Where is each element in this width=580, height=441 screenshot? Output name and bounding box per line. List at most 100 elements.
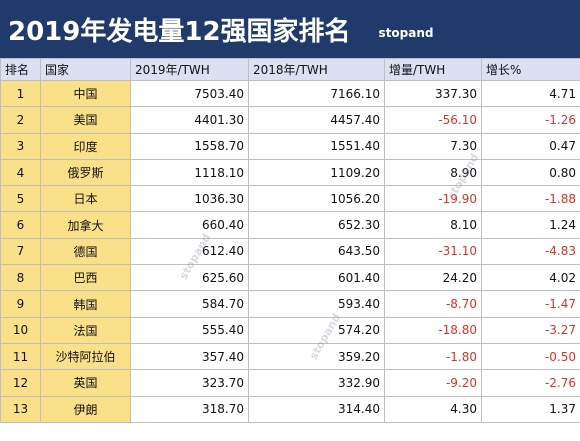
country-cell[interactable]: 印度: [40, 132, 131, 160]
value-2018-cell[interactable]: 601.40: [248, 264, 385, 292]
value-2019-cell[interactable]: 318.70: [130, 395, 249, 423]
growth-cell[interactable]: -2.76: [481, 369, 580, 397]
value-2018-cell[interactable]: 1056.20: [248, 185, 385, 213]
brand-label: stopand: [378, 26, 434, 40]
rank-cell[interactable]: 6: [0, 211, 41, 239]
growth-cell[interactable]: -3.27: [481, 316, 580, 344]
table-row: 7 德国 612.40 643.50 -31.10 -4.83: [0, 237, 580, 266]
value-2018-cell[interactable]: 652.30: [248, 211, 385, 239]
rank-cell[interactable]: 11: [0, 342, 41, 371]
rank-cell[interactable]: 3: [0, 132, 41, 160]
delta-cell[interactable]: 337.30: [384, 79, 482, 108]
table-row: 13 伊朗 318.70 314.40 4.30 1.37: [0, 395, 580, 423]
delta-cell[interactable]: -31.10: [384, 237, 482, 266]
value-2019-cell[interactable]: 7503.40: [130, 79, 249, 108]
growth-cell[interactable]: -1.47: [481, 290, 580, 318]
delta-cell[interactable]: 4.30: [384, 395, 482, 423]
growth-cell[interactable]: 1.37: [481, 395, 580, 423]
delta-cell[interactable]: 8.90: [384, 158, 482, 187]
growth-cell[interactable]: 4.02: [481, 264, 580, 292]
rank-cell[interactable]: 12: [0, 369, 41, 397]
delta-cell[interactable]: 24.20: [384, 264, 482, 292]
rank-cell[interactable]: 8: [0, 264, 41, 292]
value-2018-cell[interactable]: 7166.10: [248, 79, 385, 108]
table-row: 5 日本 1036.30 1056.20 -19.90 -1.88: [0, 185, 580, 213]
page-title: 2019年发电量12强国家排名: [8, 16, 351, 47]
value-2018-cell[interactable]: 4457.40: [248, 106, 385, 134]
value-2018-cell[interactable]: 643.50: [248, 237, 385, 266]
delta-cell[interactable]: -1.80: [384, 342, 482, 371]
growth-cell[interactable]: 4.71: [481, 79, 580, 108]
country-cell[interactable]: 巴西: [40, 264, 131, 292]
country-cell[interactable]: 沙特阿拉伯: [40, 342, 131, 371]
delta-cell[interactable]: 7.30: [384, 132, 482, 160]
value-2018-cell[interactable]: 332.90: [248, 369, 385, 397]
growth-cell[interactable]: 0.80: [481, 158, 580, 187]
growth-cell[interactable]: 0.47: [481, 132, 580, 160]
delta-cell[interactable]: -56.10: [384, 106, 482, 134]
value-2019-cell[interactable]: 584.70: [130, 290, 249, 318]
growth-cell[interactable]: -0.50: [481, 342, 580, 371]
growth-cell[interactable]: 1.24: [481, 211, 580, 239]
value-2019-cell[interactable]: 357.40: [130, 342, 249, 371]
table-row: 1 中国 7503.40 7166.10 337.30 4.71: [0, 79, 580, 108]
value-2019-cell[interactable]: 555.40: [130, 316, 249, 344]
table-body: 1 中国 7503.40 7166.10 337.30 4.71 2 美国 4401.30 445…: [0, 79, 580, 423]
growth-cell[interactable]: -1.88: [481, 185, 580, 213]
delta-cell[interactable]: 8.10: [384, 211, 482, 239]
column-header-growth[interactable]: 增长%: [481, 58, 580, 81]
country-cell[interactable]: 美国: [40, 106, 131, 134]
column-header-delta[interactable]: 增量/TWH: [384, 58, 482, 81]
country-cell[interactable]: 德国: [40, 237, 131, 266]
value-2019-cell[interactable]: 612.40: [130, 237, 249, 266]
rank-cell[interactable]: 1: [0, 79, 41, 108]
delta-cell[interactable]: -9.20: [384, 369, 482, 397]
country-cell[interactable]: 加拿大: [40, 211, 131, 239]
value-2018-cell[interactable]: 593.40: [248, 290, 385, 318]
column-header-2019[interactable]: 2019年/TWH: [130, 58, 249, 81]
value-2019-cell[interactable]: 1118.10: [130, 158, 249, 187]
delta-cell[interactable]: -19.90: [384, 185, 482, 213]
delta-cell[interactable]: -8.70: [384, 290, 482, 318]
value-2019-cell[interactable]: 1036.30: [130, 185, 249, 213]
country-cell[interactable]: 英国: [40, 369, 131, 397]
rank-cell[interactable]: 13: [0, 395, 41, 423]
value-2019-cell[interactable]: 323.70: [130, 369, 249, 397]
country-cell[interactable]: 韩国: [40, 290, 131, 318]
value-2019-cell[interactable]: 4401.30: [130, 106, 249, 134]
table-row: 3 印度 1558.70 1551.40 7.30 0.47: [0, 132, 580, 160]
column-header-country[interactable]: 国家: [40, 58, 131, 81]
value-2018-cell[interactable]: 1551.40: [248, 132, 385, 160]
table-header-row: 排名 国家 2019年/TWH 2018年/TWH 增量/TWH 增长%: [0, 58, 580, 81]
table-row: 11 沙特阿拉伯 357.40 359.20 -1.80 -0.50: [0, 342, 580, 371]
country-cell[interactable]: 法国: [40, 316, 131, 344]
country-cell[interactable]: 俄罗斯: [40, 158, 131, 187]
value-2019-cell[interactable]: 625.60: [130, 264, 249, 292]
value-2018-cell[interactable]: 574.20: [248, 316, 385, 344]
rank-cell[interactable]: 10: [0, 316, 41, 344]
delta-cell[interactable]: -18.80: [384, 316, 482, 344]
country-cell[interactable]: 伊朗: [40, 395, 131, 423]
value-2018-cell[interactable]: 1109.20: [248, 158, 385, 187]
rank-cell[interactable]: 7: [0, 237, 41, 266]
rank-cell[interactable]: 5: [0, 185, 41, 213]
growth-cell[interactable]: -4.83: [481, 237, 580, 266]
value-2018-cell[interactable]: 314.40: [248, 395, 385, 423]
value-2019-cell[interactable]: 1558.70: [130, 132, 249, 160]
table-row: 2 美国 4401.30 4457.40 -56.10 -1.26: [0, 106, 580, 134]
rank-cell[interactable]: 4: [0, 158, 41, 187]
value-2018-cell[interactable]: 359.20: [248, 342, 385, 371]
rank-cell[interactable]: 9: [0, 290, 41, 318]
rank-cell[interactable]: 2: [0, 106, 41, 134]
table-row: 12 英国 323.70 332.90 -9.20 -2.76: [0, 369, 580, 397]
growth-cell[interactable]: -1.26: [481, 106, 580, 134]
country-cell[interactable]: 中国: [40, 79, 131, 108]
value-2019-cell[interactable]: 660.40: [130, 211, 249, 239]
column-header-rank[interactable]: 排名: [0, 58, 41, 81]
table-row: 9 韩国 584.70 593.40 -8.70 -1.47: [0, 290, 580, 318]
table-row: 4 俄罗斯 1118.10 1109.20 8.90 0.80: [0, 158, 580, 187]
table-row: 8 巴西 625.60 601.40 24.20 4.02: [0, 264, 580, 292]
column-header-2018[interactable]: 2018年/TWH: [248, 58, 385, 81]
country-cell[interactable]: 日本: [40, 185, 131, 213]
